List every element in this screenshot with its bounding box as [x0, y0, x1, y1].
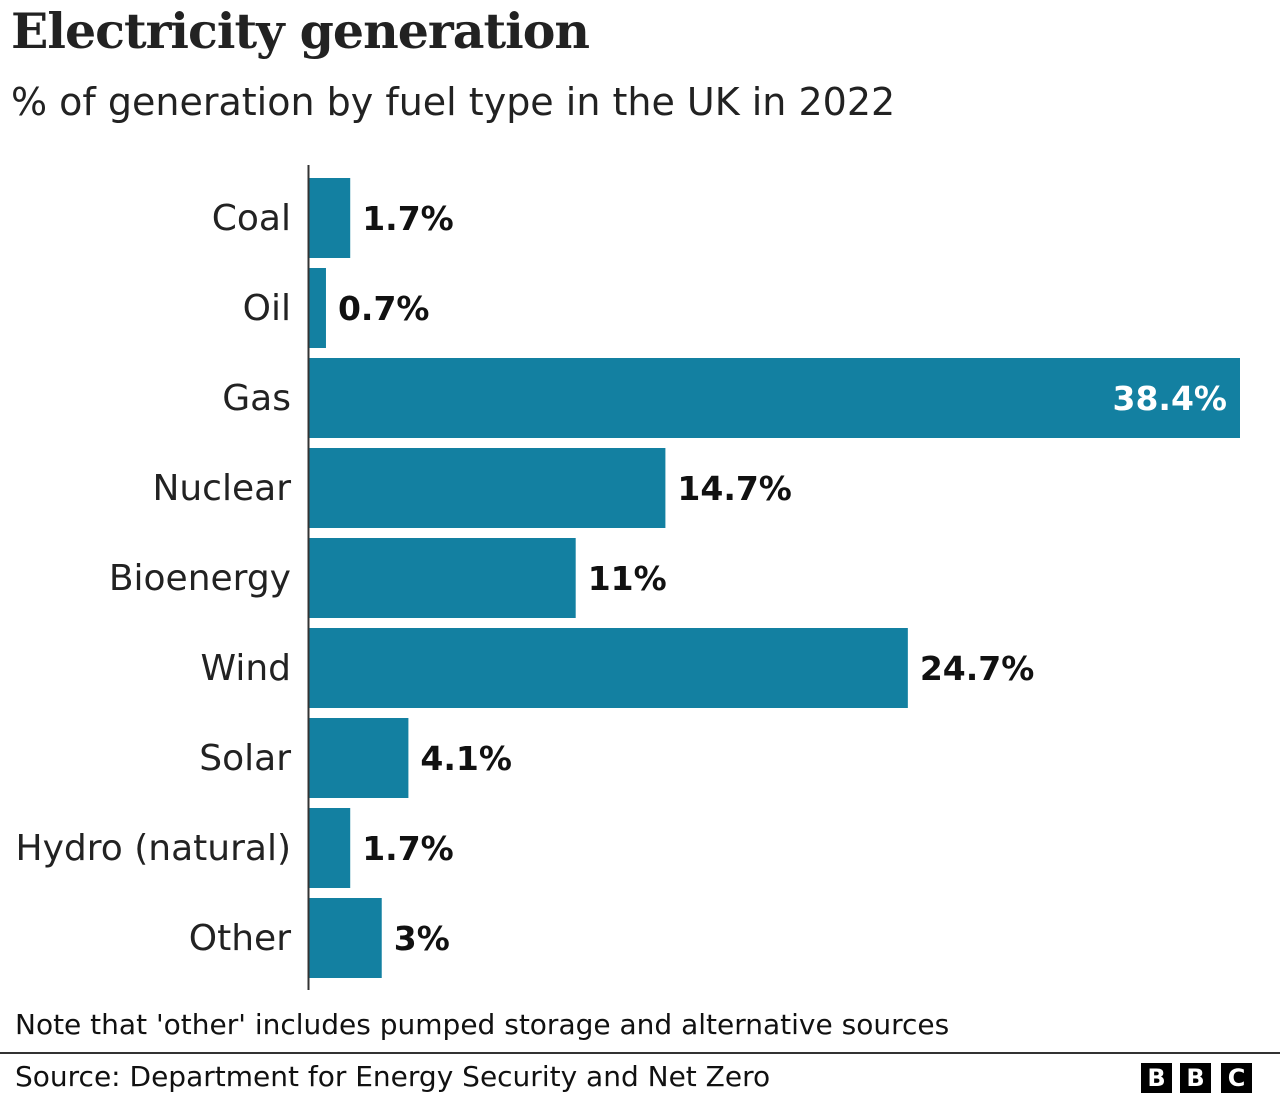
bar — [309, 718, 409, 798]
bar — [309, 538, 576, 618]
bar — [309, 448, 666, 528]
category-label: Gas — [222, 378, 291, 419]
data-label: 14.7% — [677, 469, 792, 508]
data-label: 0.7% — [338, 289, 430, 328]
bar — [309, 178, 351, 258]
bbc-logo-letter: C — [1221, 1063, 1252, 1093]
category-label: Other — [189, 918, 291, 959]
source-text: Source: Department for Energy Security a… — [15, 1060, 771, 1093]
bar — [309, 628, 908, 708]
category-label: Oil — [243, 288, 291, 329]
bar-chart: Coal 1.7% Oil 0.7% Gas 38.4% Nuclear 14.7% Bioen… — [16, 165, 1240, 990]
category-label: Bioenergy — [109, 558, 291, 599]
bar — [309, 808, 351, 888]
data-label: 3% — [394, 919, 450, 958]
category-label: Wind — [201, 648, 291, 689]
data-label: 24.7% — [920, 649, 1035, 688]
chart-subtitle: % of generation by fuel type in the UK i… — [11, 80, 896, 124]
category-label: Solar — [199, 738, 291, 779]
data-label: 11% — [588, 559, 667, 598]
bar — [309, 898, 382, 978]
data-label: 38.4% — [1113, 379, 1228, 418]
divider — [0, 1052, 1280, 1054]
bar — [309, 358, 1240, 438]
bbc-logo-letter: B — [1141, 1063, 1172, 1093]
category-label: Hydro (natural) — [16, 828, 291, 869]
data-label: 4.1% — [420, 739, 512, 778]
data-label: 1.7% — [362, 199, 454, 238]
category-label: Nuclear — [152, 468, 291, 509]
bbc-logo-letter: B — [1180, 1063, 1211, 1093]
chart-note: Note that 'other' includes pumped storag… — [15, 1008, 950, 1041]
chart-title: Electricity generation — [11, 2, 590, 60]
category-label: Coal — [212, 198, 291, 239]
data-label: 1.7% — [362, 829, 454, 868]
bar — [309, 268, 326, 348]
